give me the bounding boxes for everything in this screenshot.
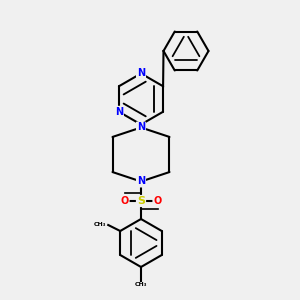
Text: O: O bbox=[153, 196, 162, 206]
Text: CH₃: CH₃ bbox=[135, 282, 147, 287]
Text: CH₃: CH₃ bbox=[94, 223, 107, 227]
Text: N: N bbox=[137, 122, 145, 133]
Text: N: N bbox=[115, 107, 123, 117]
Text: N: N bbox=[137, 68, 145, 79]
Text: S: S bbox=[137, 196, 145, 206]
Text: O: O bbox=[120, 196, 129, 206]
Text: N: N bbox=[137, 176, 145, 187]
